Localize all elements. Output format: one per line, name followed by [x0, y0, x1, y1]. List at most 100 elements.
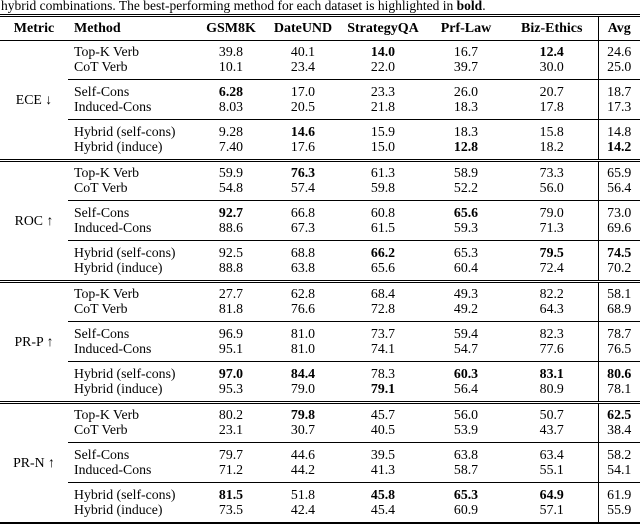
avg-value-cell: 58.2: [597, 441, 640, 462]
caption-text: hybrid combinations. The best-performing…: [1, 0, 457, 13]
method-label: Self-Cons: [68, 199, 196, 220]
value-cell: 96.9: [196, 320, 266, 341]
value-cell: 78.3: [340, 360, 426, 381]
value-cell: 60.8: [340, 199, 426, 220]
value-cell: 49.2: [453, 301, 479, 316]
value-cell: 12.8: [453, 139, 479, 154]
value-cell: 77.6: [539, 341, 564, 356]
value-cell: 66.2: [340, 239, 426, 260]
col-header-metric: Metric: [0, 15, 68, 41]
value-cell: 6.28: [196, 78, 266, 99]
table-row: Hybrid (induce) 7.40 17.6 15.0 12.8 18.2 14.2: [0, 139, 640, 160]
value-cell: 92.5: [196, 239, 266, 260]
value-cell: 42.4: [290, 502, 316, 517]
method-label: Induced-Cons: [74, 99, 152, 114]
value-cell: 59.4: [426, 320, 506, 341]
value-cell: 71.2: [218, 462, 244, 477]
metric-label: PR-P ↑: [14, 333, 54, 349]
value-cell: 82.2: [539, 285, 564, 301]
method-label: Induced-Cons: [74, 462, 152, 477]
value-cell: 40.5: [370, 422, 396, 437]
value-cell: 39.8: [218, 43, 244, 59]
method-label: Hybrid (self-cons): [68, 239, 196, 260]
value-cell: 15.0: [370, 139, 396, 154]
value-cell: 79.0: [506, 199, 598, 220]
table-row: Hybrid (self-cons) 92.5 68.8 66.2 65.3 79.5 74…: [0, 239, 640, 260]
method-label: Self-Cons: [68, 441, 196, 462]
value-cell: 43.7: [539, 422, 564, 437]
value-cell: 44.2: [290, 462, 316, 477]
table-row: Hybrid (self-cons) 97.0 84.4 78.3 60.3 83.1 80…: [0, 360, 640, 381]
col-header-gsm8k: GSM8K: [196, 15, 266, 41]
value-cell: 8.03: [218, 99, 244, 114]
value-cell: 55.1: [539, 462, 564, 477]
method-label: CoT Verb: [74, 180, 128, 195]
col-header-method: Method: [68, 15, 196, 41]
avg-value-cell: 78.1: [597, 381, 640, 402]
table-row: CoT Verb 54.8 57.4 59.8 52.2 56.0 56.4: [0, 180, 640, 200]
value-cell: 88.8: [218, 260, 244, 275]
metric-block: ECE ↓ Top-K Verb 39.8 40.1 14.0 16.7 12.4 24.6 C…: [0, 40, 640, 160]
method-label: Top-K Verb: [74, 164, 140, 180]
avg-value-cell: 18.7: [597, 78, 640, 99]
value-cell: 65.3: [426, 481, 506, 502]
table-row: CoT Verb 81.8 76.6 72.8 49.2 64.3 68.9: [0, 301, 640, 321]
table-row: Self-Cons 79.7 44.6 39.5 63.8 63.4 58.2: [0, 441, 640, 462]
method-label: CoT Verb: [74, 59, 128, 74]
value-cell: 14.6: [266, 118, 340, 139]
value-cell: 79.7: [196, 441, 266, 462]
avg-value-cell: 55.9: [597, 502, 640, 523]
value-cell: 40.1: [290, 43, 316, 59]
avg-value-cell: 38.4: [597, 422, 640, 442]
value-cell: 39.7: [453, 59, 479, 74]
value-cell: 58.7: [453, 462, 479, 477]
table-row: Self-Cons 92.7 66.8 60.8 65.6 79.0 73.0: [0, 199, 640, 220]
avg-value-cell: 76.5: [597, 341, 640, 361]
value-cell: 60.3: [426, 360, 506, 381]
avg-value-cell: 61.9: [597, 481, 640, 502]
value-cell: 18.3: [453, 99, 479, 114]
avg-value-cell: 56.4: [597, 180, 640, 200]
value-cell: 63.4: [506, 441, 598, 462]
method-label: Self-Cons: [68, 78, 196, 99]
value-cell: 23.4: [290, 59, 316, 74]
metric-label: ECE ↓: [15, 91, 53, 107]
method-label: CoT Verb: [74, 422, 128, 437]
col-header-biz-ethics: Biz-Ethics: [506, 15, 598, 41]
value-cell: 53.9: [453, 422, 479, 437]
method-label: Hybrid (self-cons): [68, 481, 196, 502]
table-row: Hybrid (induce) 73.5 42.4 45.4 60.9 57.1 55.9: [0, 502, 640, 523]
value-cell: 60.9: [453, 502, 479, 517]
value-cell: 65.6: [426, 199, 506, 220]
value-cell: 83.1: [506, 360, 598, 381]
value-cell: 79.1: [370, 381, 396, 396]
avg-value-cell: 69.6: [597, 220, 640, 240]
value-cell: 64.9: [506, 481, 598, 502]
value-cell: 20.7: [506, 78, 598, 99]
value-cell: 15.8: [506, 118, 598, 139]
method-label: Hybrid (induce): [74, 502, 163, 517]
col-header-avg: Avg: [597, 15, 640, 41]
value-cell: 57.1: [539, 502, 564, 517]
value-cell: 15.9: [340, 118, 426, 139]
value-cell: 80.2: [218, 406, 244, 422]
value-cell: 63.8: [290, 260, 316, 275]
value-cell: 54.7: [453, 341, 479, 356]
value-cell: 81.0: [290, 341, 316, 356]
value-cell: 68.4: [370, 285, 396, 301]
table-row: CoT Verb 10.1 23.4 22.0 39.7 30.0 25.0: [0, 59, 640, 79]
value-cell: 62.8: [290, 285, 316, 301]
col-header-prf-law: Prf-Law: [426, 15, 506, 41]
avg-value-cell: 73.0: [597, 199, 640, 220]
value-cell: 59.3: [453, 220, 479, 235]
table-row: Induced-Cons 71.2 44.2 41.3 58.7 55.1 54.1: [0, 462, 640, 482]
value-cell: 56.0: [453, 406, 479, 422]
avg-value-cell: 62.5: [597, 402, 640, 422]
value-cell: 67.3: [290, 220, 316, 235]
value-cell: 51.8: [266, 481, 340, 502]
method-label: Hybrid (induce): [74, 381, 163, 396]
table-row: PR-P ↑ Top-K Verb 27.7 62.8 68.4 49.3 82.2 58.1: [0, 281, 640, 349]
avg-value-cell: 54.1: [597, 462, 640, 482]
avg-value-cell: 58.1: [597, 281, 640, 301]
